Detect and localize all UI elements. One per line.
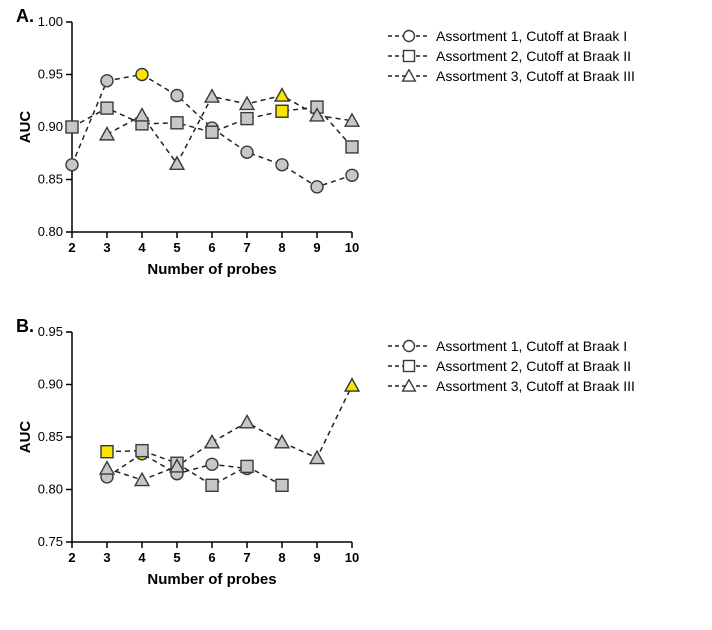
legend-label: Assortment 1, Cutoff at Braak I — [436, 28, 627, 44]
legend-row: Assortment 3, Cutoff at Braak III — [388, 378, 635, 394]
svg-text:Number of probes: Number of probes — [147, 261, 276, 278]
circle-icon — [388, 339, 430, 353]
svg-text:Number of probes: Number of probes — [147, 571, 276, 588]
svg-text:6: 6 — [208, 240, 215, 255]
svg-text:1.00: 1.00 — [38, 14, 63, 29]
legend-row: Assortment 1, Cutoff at Braak I — [388, 338, 635, 354]
square-icon — [388, 359, 430, 373]
svg-text:9: 9 — [313, 550, 320, 565]
square-icon — [388, 49, 430, 63]
svg-text:0.90: 0.90 — [38, 377, 63, 392]
svg-text:2: 2 — [68, 240, 75, 255]
legend-label: Assortment 1, Cutoff at Braak I — [436, 338, 627, 354]
svg-text:10: 10 — [345, 550, 359, 565]
svg-text:7: 7 — [243, 240, 250, 255]
legend-row: Assortment 1, Cutoff at Braak I — [388, 28, 635, 44]
svg-text:0.75: 0.75 — [38, 534, 63, 549]
triangle-icon — [388, 69, 430, 83]
legend-row: Assortment 2, Cutoff at Braak II — [388, 358, 635, 374]
svg-text:6: 6 — [208, 550, 215, 565]
svg-text:0.85: 0.85 — [38, 172, 63, 187]
legend-b: Assortment 1, Cutoff at Braak I Assortmen… — [388, 338, 635, 398]
svg-text:0.95: 0.95 — [38, 324, 63, 339]
svg-text:4: 4 — [138, 240, 146, 255]
svg-text:3: 3 — [103, 550, 110, 565]
svg-text:9: 9 — [313, 240, 320, 255]
chart-a: 0.80 0.85 0.90 0.95 1.00 2 3 4 5 6 7 8 9 10 Number of … — [18, 12, 362, 286]
svg-text:2: 2 — [68, 550, 75, 565]
chart-b: 0.75 0.80 0.85 0.90 0.95 2 3 4 5 6 7 8 9 10 Number of … — [18, 322, 362, 596]
svg-text:0.85: 0.85 — [38, 429, 63, 444]
svg-text:5: 5 — [173, 550, 180, 565]
svg-text:AUC: AUC — [18, 421, 34, 454]
svg-text:3: 3 — [103, 240, 110, 255]
figure: A. B. 0.800.850.900.951.002345678910Numb… — [0, 0, 712, 630]
circle-icon — [388, 29, 430, 43]
svg-text:0.80: 0.80 — [38, 224, 63, 239]
svg-text:8: 8 — [278, 550, 285, 565]
legend-row: Assortment 2, Cutoff at Braak II — [388, 48, 635, 64]
svg-text:4: 4 — [138, 550, 146, 565]
svg-text:7: 7 — [243, 550, 250, 565]
svg-text:5: 5 — [173, 240, 180, 255]
legend-label: Assortment 3, Cutoff at Braak III — [436, 378, 635, 394]
svg-text:0.80: 0.80 — [38, 482, 63, 497]
legend-label: Assortment 2, Cutoff at Braak II — [436, 358, 631, 374]
triangle-icon — [388, 379, 430, 393]
svg-text:0.90: 0.90 — [38, 119, 63, 134]
legend-row: Assortment 3, Cutoff at Braak III — [388, 68, 635, 84]
legend-label: Assortment 3, Cutoff at Braak III — [436, 68, 635, 84]
legend-label: Assortment 2, Cutoff at Braak II — [436, 48, 631, 64]
svg-text:10: 10 — [345, 240, 359, 255]
svg-text:AUC: AUC — [18, 111, 34, 144]
svg-text:0.95: 0.95 — [38, 67, 63, 82]
legend-a: Assortment 1, Cutoff at Braak I Assortmen… — [388, 28, 635, 88]
svg-text:8: 8 — [278, 240, 285, 255]
